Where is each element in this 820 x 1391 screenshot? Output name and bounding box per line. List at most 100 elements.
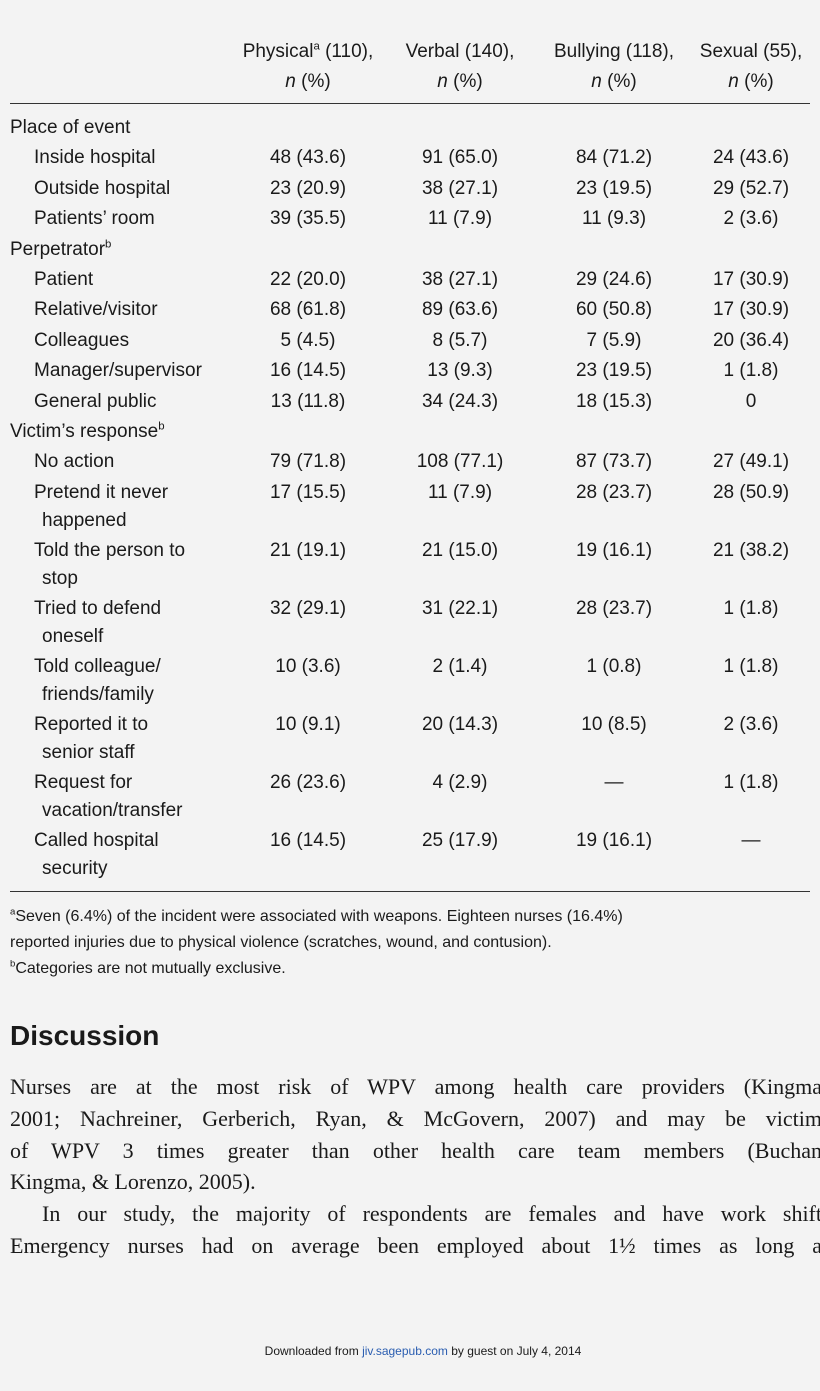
cell: 60 (50.8) [575,299,653,321]
footer-link[interactable]: jiv.sagepub.com [362,1344,448,1358]
superscript: a [313,40,320,53]
section-heading: Discussion [10,1020,160,1051]
footnote-text: reported injuries due to physical violen… [10,934,552,951]
bottom-rule [10,891,810,892]
row-label: Request for [34,771,133,793]
cell: 27 (49.1) [712,451,790,473]
cell: 1 (1.8) [723,360,779,382]
cell: 23 (19.5) [575,360,653,382]
footnote-mark: b [10,958,16,970]
cell: 87 (73.7) [575,451,653,473]
footnote-text: Categories are not mutually exclusive. [15,960,286,977]
cell: 22 (20.0) [269,269,347,290]
cell: 10 (8.5) [581,713,647,735]
cell: 34 (24.3) [421,390,499,412]
section-label: Victim’s response [10,421,159,442]
cell: 2 (3.6) [723,713,779,735]
row-label: happened [42,509,127,531]
cell: 11 (9.3) [581,208,647,230]
cell: 20 (14.3) [421,713,499,735]
body-line: In our study, the majority of respondent… [42,1201,820,1227]
cell: 17 (30.9) [712,299,790,321]
cell: 7 (5.9) [586,329,642,351]
section-title: Perpetratorb [10,238,111,262]
column-unit: n (%) [504,70,724,94]
row-label: friends/family [42,683,154,705]
column-unit: n (%) [641,70,820,94]
row-label: senior staff [42,741,135,763]
row-label: No action [34,451,115,473]
cell: 17 (15.5) [269,481,347,503]
cell: 31 (22.1) [421,597,499,619]
cell: 10 (9.1) [275,713,341,735]
cell: 29 (52.7) [712,177,790,199]
cell: 38 (27.1) [421,269,499,290]
section-label: Perpetrator [10,238,106,260]
cell: 1 (0.8) [586,655,642,677]
unit: (%) [453,71,483,92]
footer-text: Downloaded from [264,1344,359,1358]
column-count: (140), [464,41,515,62]
row-label: oneself [42,625,104,647]
row-label: Colleagues [34,329,130,351]
column-count: (118), [625,41,675,62]
column-label: Verbal [405,41,460,62]
cell: — [741,829,761,851]
cell: 24 (43.6) [712,147,790,169]
cell: 32 (29.1) [269,597,347,619]
row-label: Patient [34,269,94,290]
cell: 29 (24.6) [575,269,653,290]
superscript: b [105,238,112,251]
cell: 13 (11.8) [270,390,346,412]
cell: 8 (5.7) [432,329,488,351]
cell: 28 (23.7) [575,481,653,503]
row-label: security [42,857,108,879]
cell: 1 (1.8) [723,655,779,677]
row-label: Told colleague/ [34,655,161,677]
cell: 1 (1.8) [723,771,779,793]
cell: 21 (38.2) [712,539,790,561]
cell: 0 [745,390,757,412]
footnote-line: aSeven (6.4%) of the incident were assoc… [10,904,623,930]
cell: 19 (16.1) [575,539,653,561]
row-label: Told the person to [34,539,186,561]
cell: 23 (19.5) [575,177,653,199]
column-header: Bullying (118), [504,40,724,64]
column-unit: n (%) [350,70,570,94]
cell: 13 (9.3) [427,360,493,382]
column-unit: n (%) [198,70,418,94]
superscript: b [158,420,165,433]
cell: 2 (3.6) [723,208,779,230]
row-label: Pretend it never [34,481,169,503]
cell: 108 (77.1) [416,451,504,473]
column-label: Bullying [553,41,621,62]
n-symbol: n [285,71,296,92]
body-line: of WPV 3 times greater than other health… [10,1137,820,1163]
row-label: Patients’ room [34,208,155,230]
column-label: Physical [242,41,314,62]
footnote-text: Seven (6.4%) of the incident were associ… [15,908,623,925]
cell: 18 (15.3) [575,390,653,412]
cell: 28 (50.9) [712,481,790,503]
row-label: Tried to defend [34,597,162,619]
column-count: (110), [325,41,374,62]
column-header: Sexual (55), [641,40,820,64]
cell: 20 (36.4) [712,329,790,351]
n-symbol: n [591,71,602,92]
body-line: Nurses are at the most risk of WPV among… [10,1074,820,1099]
cell: 89 (63.6) [421,299,499,321]
cell: 91 (65.0) [421,147,499,169]
row-label: Inside hospital [34,147,156,169]
cell: 11 (7.9) [427,481,493,503]
cell: 16 (14.5) [269,360,347,382]
n-symbol: n [728,71,739,92]
cell: 26 (23.6) [269,771,347,793]
footnote-line: reported injuries due to physical violen… [10,930,552,956]
cell: 2 (1.4) [432,655,488,677]
header-rule [10,103,810,104]
cell: 84 (71.2) [575,147,653,169]
footnote-mark: a [10,906,16,918]
row-label: vacation/transfer [42,799,183,821]
row-label: Called hospital [34,829,159,851]
cell: 19 (16.1) [575,829,653,851]
